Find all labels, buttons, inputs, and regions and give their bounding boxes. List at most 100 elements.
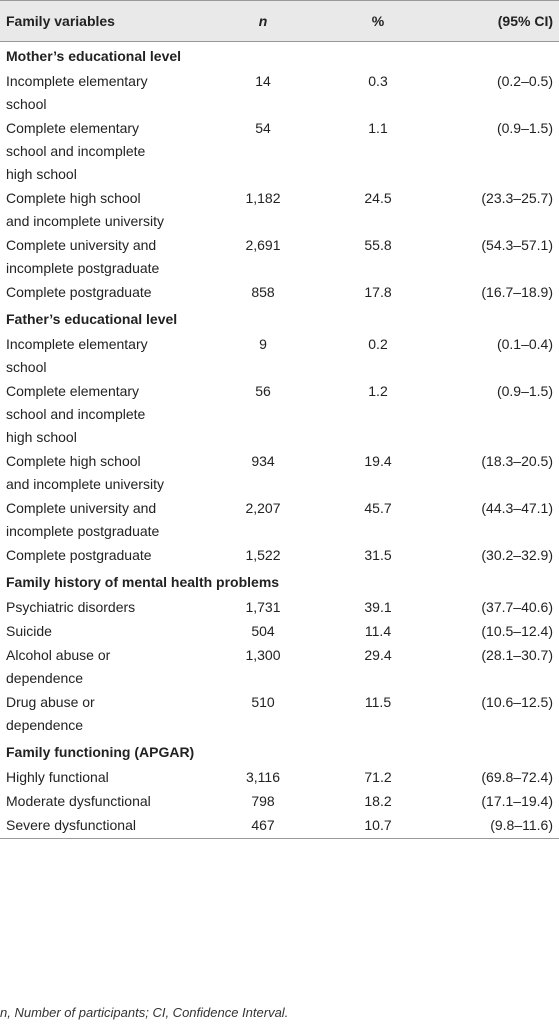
percent: 18.2 xyxy=(364,793,392,809)
section-row: Mother’s educational level xyxy=(0,42,559,71)
footnote: n, Number of participants; CI, Confidenc… xyxy=(0,1005,289,1020)
percent: 11.4 xyxy=(364,623,392,639)
row-label: Complete elementary school and incomplet… xyxy=(0,380,200,450)
header-cell: Family variables xyxy=(0,0,200,42)
percent: 19.4 xyxy=(364,453,392,469)
ci: (10.5–12.4) xyxy=(481,623,553,639)
count: 504 xyxy=(251,623,275,639)
section-row: Family functioning (APGAR) xyxy=(0,738,559,766)
row-label-text: Suicide xyxy=(6,623,52,639)
row-label: Complete university and incomplete postg… xyxy=(0,497,200,544)
count: 9 xyxy=(259,336,267,352)
ci: (69.8–72.4) xyxy=(481,769,553,785)
percent: 31.5 xyxy=(364,547,392,563)
ci: (0.9–1.5) xyxy=(496,120,553,136)
row-label-text: Complete university and incomplete postg… xyxy=(6,237,160,276)
row-label: Complete high school and incomplete univ… xyxy=(0,450,200,497)
data-table: Family variables n% (95% CI) Mother’s educ… xyxy=(0,0,559,839)
data-row: Complete high school and incomplete univ… xyxy=(0,187,559,234)
data-row: Complete elementary school and incomplet… xyxy=(0,380,559,450)
section-title: Mother’s educational level xyxy=(6,48,182,64)
data-row: Severe dysfunctional 467 10.7 (9.8–11.6) xyxy=(0,814,559,839)
ci: (44.3–47.1) xyxy=(481,500,553,516)
count: 1,731 xyxy=(245,599,281,615)
count: 1,300 xyxy=(245,647,281,663)
data-row: Drug abuse or dependence 510 11.5 (10.6–12.… xyxy=(0,691,559,738)
ci: (9.8–11.6) xyxy=(490,817,553,833)
row-label-text: Highly functional xyxy=(6,769,109,785)
percent: 10.7 xyxy=(364,817,392,833)
row-label-text: Drug abuse or dependence xyxy=(6,694,95,733)
count: 2,207 xyxy=(245,500,281,516)
percent: 71.2 xyxy=(364,769,392,785)
ci: (54.3–57.1) xyxy=(481,237,553,253)
section-title: Father’s educational level xyxy=(6,311,178,327)
count: 934 xyxy=(251,453,275,469)
count: 14 xyxy=(255,73,271,89)
row-label-text: Complete postgraduate xyxy=(6,547,152,563)
header-cell: % xyxy=(326,0,430,42)
data-row: Incomplete elementary school 14 0.3 (0.2–0.… xyxy=(0,70,559,117)
ci: (0.2–0.5) xyxy=(496,73,553,89)
row-label: Complete high school and incomplete univ… xyxy=(0,187,200,234)
table-header: Family variables n% (95% CI) xyxy=(0,0,559,42)
row-label-text: Complete elementary school and incomplet… xyxy=(6,120,146,182)
data-row: Highly functional 3,116 71.2 (69.8–72.4) xyxy=(0,766,559,790)
percent: 45.7 xyxy=(364,500,392,516)
row-label: Moderate dysfunctional xyxy=(0,790,200,814)
percent: 29.4 xyxy=(364,647,392,663)
ci: (0.9–1.5) xyxy=(496,383,553,399)
row-label-text: Complete elementary school and incomplet… xyxy=(6,383,146,445)
row-label: Alcohol abuse or dependence xyxy=(0,644,200,691)
section-title: Family history of mental health problems xyxy=(6,574,280,590)
count: 467 xyxy=(251,817,275,833)
section-row: Father’s educational level xyxy=(0,305,559,333)
ci: (18.3–20.5) xyxy=(481,453,553,469)
count: 54 xyxy=(255,120,271,136)
ci: (16.7–18.9) xyxy=(481,284,553,300)
data-row: Complete elementary school and incomplet… xyxy=(0,117,559,187)
ci: (28.1–30.7) xyxy=(481,647,553,663)
count: 1,182 xyxy=(245,190,281,206)
row-label-text: Complete high school and incomplete univ… xyxy=(6,190,164,229)
section-row: Family history of mental health problems xyxy=(0,568,559,596)
count: 858 xyxy=(251,284,275,300)
percent: 0.3 xyxy=(368,73,388,89)
row-label: Complete postgraduate xyxy=(0,281,200,305)
row-label-text: Complete university and incomplete postg… xyxy=(6,500,160,539)
ci: (17.1–19.4) xyxy=(481,793,553,809)
row-label: Incomplete elementary school xyxy=(0,70,200,117)
ci: (30.2–32.9) xyxy=(481,547,553,563)
row-label: Suicide xyxy=(0,620,200,644)
row-label-text: Complete high school and incomplete univ… xyxy=(6,453,164,492)
percent: 11.5 xyxy=(364,694,392,710)
row-label: Drug abuse or dependence xyxy=(0,691,200,738)
row-label: Severe dysfunctional xyxy=(0,814,200,839)
row-label: Complete university and incomplete postg… xyxy=(0,234,200,281)
percent: 1.2 xyxy=(368,383,388,399)
data-row: Suicide 504 11.4 (10.5–12.4) xyxy=(0,620,559,644)
count: 3,116 xyxy=(246,769,280,785)
table-body: Mother’s educational level Incomplete ele… xyxy=(0,42,559,839)
count: 2,691 xyxy=(245,237,281,253)
row-label: Complete elementary school and incomplet… xyxy=(0,117,200,187)
ci: (0.1–0.4) xyxy=(496,336,553,352)
row-label-text: Severe dysfunctional xyxy=(6,817,136,833)
ci: (37.7–40.6) xyxy=(481,599,553,615)
data-row: Complete high school and incomplete univ… xyxy=(0,450,559,497)
percent: 39.1 xyxy=(364,599,392,615)
row-label-text: Psychiatric disorders xyxy=(6,599,136,615)
percent: 17.8 xyxy=(364,284,392,300)
percent: 1.1 xyxy=(368,120,388,136)
data-row: Complete postgraduate 858 17.8 (16.7–18.9) xyxy=(0,281,559,305)
count: 798 xyxy=(251,793,275,809)
section-title: Family functioning (APGAR) xyxy=(6,744,195,760)
data-row: Complete university and incomplete postg… xyxy=(0,497,559,544)
count: 510 xyxy=(251,694,275,710)
row-label: Highly functional xyxy=(0,766,200,790)
ci: (10.6–12.5) xyxy=(481,694,553,710)
row-label-text: Moderate dysfunctional xyxy=(6,793,151,809)
count: 56 xyxy=(255,383,271,399)
row-label-text: Complete postgraduate xyxy=(6,284,152,300)
data-row: Complete postgraduate 1,522 31.5 (30.2–32.9… xyxy=(0,544,559,568)
